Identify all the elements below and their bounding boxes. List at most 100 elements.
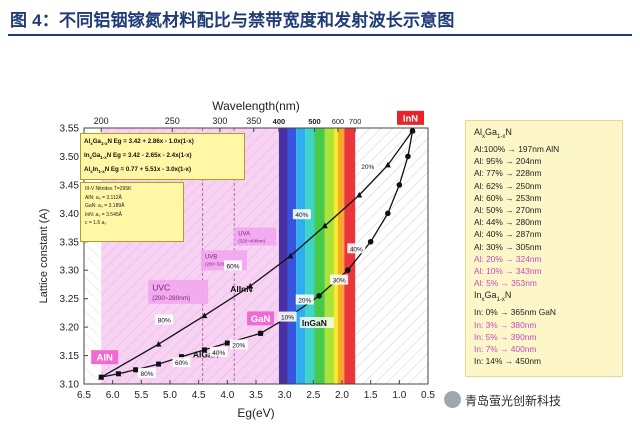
x-tick-label: 5.0 <box>163 390 177 401</box>
legend-row: Al: 5% → 353nm <box>474 278 537 289</box>
equation-box: AlxGa1-xN Eg = 3.42 + 2.86x - 1.0x(1-x) I… <box>80 133 245 180</box>
x-tick-label: 2.0 <box>335 390 349 401</box>
legend-row: Al: 50% → 270nm <box>474 205 542 216</box>
legend-row: In: 14% → 450nm <box>474 356 542 367</box>
percent-label: 60% <box>175 360 188 367</box>
data-point <box>257 330 264 337</box>
x-tick-label: 1.0 <box>392 390 406 401</box>
top-axis-title: Wavelength(nm) <box>212 99 300 113</box>
legend-row: In: 0% → 365nm GaN <box>474 307 556 318</box>
data-point <box>321 222 328 229</box>
percent-label: 40% <box>350 246 363 253</box>
watermark: 青岛萤光创新科技 <box>465 394 562 408</box>
legend-row: Al: 60% → 253nm <box>474 192 542 203</box>
wechat-icon <box>444 391 461 408</box>
region-range: (200~280nm) <box>152 295 190 302</box>
series-label: InGaN <box>302 318 327 328</box>
nitrides-heading: III-V Nitrides T=295K <box>85 186 132 192</box>
percent-label-bg <box>347 243 366 254</box>
data-point <box>356 191 363 198</box>
top-tick-label: 700 <box>349 117 362 126</box>
percent-label: 20% <box>361 164 374 171</box>
legend-row: Al: 20% → 324nm <box>474 253 542 264</box>
x-tick-label: 3.0 <box>278 390 292 401</box>
nitrides-box: III-V Nitrides T=295K AlN: a₀ = 3.112Å G… <box>80 182 184 242</box>
percent-label: 40% <box>212 350 225 357</box>
legend-row: Al: 77% → 228nm <box>474 168 542 179</box>
data-point <box>224 340 230 346</box>
data-point <box>316 293 322 299</box>
region-label: UVB <box>205 254 217 260</box>
percent-label-bg <box>292 209 311 220</box>
legend-row: In: 7% → 400nm <box>474 344 537 355</box>
percent-label-bg <box>172 357 191 368</box>
point-label-box <box>247 311 275 326</box>
spectrum-band <box>278 128 288 384</box>
percent-label-bg <box>209 346 228 357</box>
point-label: AlN <box>97 353 114 364</box>
percent-label-bg <box>358 160 377 171</box>
x-tick-label: 5.5 <box>134 390 148 401</box>
y-tick-label: 3.25 <box>60 294 80 305</box>
y-tick-label: 3.40 <box>60 209 80 220</box>
y-tick-label: 3.50 <box>60 152 80 163</box>
percent-label: 60% <box>227 263 240 270</box>
legend-row: Al: 62% → 250nm <box>474 180 542 191</box>
spectrum-band <box>337 128 345 384</box>
series-line-AlGaN <box>101 332 261 378</box>
equation-row: InxGa1-xN Eg = 3.42 - 2.65x - 2.4x(1-x) <box>84 151 192 161</box>
y-tick-label: 3.45 <box>60 180 80 191</box>
x-tick-label: 4.5 <box>192 390 206 401</box>
data-point <box>133 367 139 373</box>
data-point <box>385 210 391 217</box>
spectrum-band <box>344 128 356 384</box>
x-tick-label: 0.5 <box>421 390 435 401</box>
data-point <box>115 371 121 377</box>
percent-label-bg <box>155 314 174 325</box>
percent-label-bg <box>224 260 243 271</box>
nitrides-row: GaN: a₀ = 3.189Å <box>85 203 125 210</box>
x-tick-label: 1.5 <box>364 390 378 401</box>
nitrides-row: c = 1.6 a₀ <box>85 220 107 227</box>
figure-title: 图 4：不同铝铟镓氮材料配比与禁带宽度和发射波长示意图 <box>10 11 455 30</box>
series-label: AlGaN <box>193 349 219 359</box>
percent-label-bg <box>138 367 157 378</box>
title-rule <box>8 34 632 36</box>
percent-label-bg <box>278 311 297 322</box>
percent-label-bg <box>229 339 248 350</box>
point-label: GaN <box>251 314 271 325</box>
legend-row: In: 3% → 380nm <box>474 319 537 330</box>
x-tick-label: 2.5 <box>306 390 320 401</box>
point-label-box <box>397 110 425 125</box>
percent-label-bg <box>295 294 314 305</box>
composition-legend: AlxGa1-xN Al:100% → 197nm AlN Al: 95% → 20… <box>465 120 623 377</box>
top-tick-label: 600 <box>332 117 345 126</box>
data-point <box>405 153 411 160</box>
data-point <box>396 182 403 188</box>
region-range: (320~400nm) <box>238 239 265 244</box>
nitrides-row: InN: a₀ = 3.545Å <box>85 211 122 218</box>
y-axis-title: Lattice constant (A) <box>38 209 50 304</box>
region-range: (280~320nm) <box>205 261 232 266</box>
data-point <box>409 128 416 134</box>
equation-row: AlxGa1-xN Eg = 3.42 + 2.86x - 1.0x(1-x) <box>84 138 194 147</box>
y-tick-label: 3.55 <box>60 124 80 135</box>
legend-header: InxGa1-xN <box>474 290 512 304</box>
percent-label: 20% <box>232 342 245 349</box>
data-point <box>156 361 162 367</box>
point-label: InN <box>403 113 418 124</box>
legend-row: Al:100% → 197nm AlN <box>474 144 560 154</box>
legend-row: Al: 10% → 343nm <box>474 266 542 277</box>
equation-row: AlxIn1-xN Eg = 0.77 + 5.51x - 3.0x(1-x) <box>84 165 192 174</box>
top-tick-label: 250 <box>165 116 180 126</box>
series-label-bg <box>299 316 334 328</box>
data-point <box>201 347 207 353</box>
region-label-box <box>234 227 277 246</box>
top-tick-label: 200 <box>94 116 109 126</box>
x-tick-label: 6.0 <box>106 390 120 401</box>
nitrides-row: AlN: a₀ = 3.112Å <box>85 194 122 201</box>
y-tick-label: 3.35 <box>60 237 80 248</box>
top-tick-label: 400 <box>273 117 286 126</box>
legend-row: Al: 95% → 204nm <box>474 156 542 167</box>
data-point <box>367 238 374 245</box>
